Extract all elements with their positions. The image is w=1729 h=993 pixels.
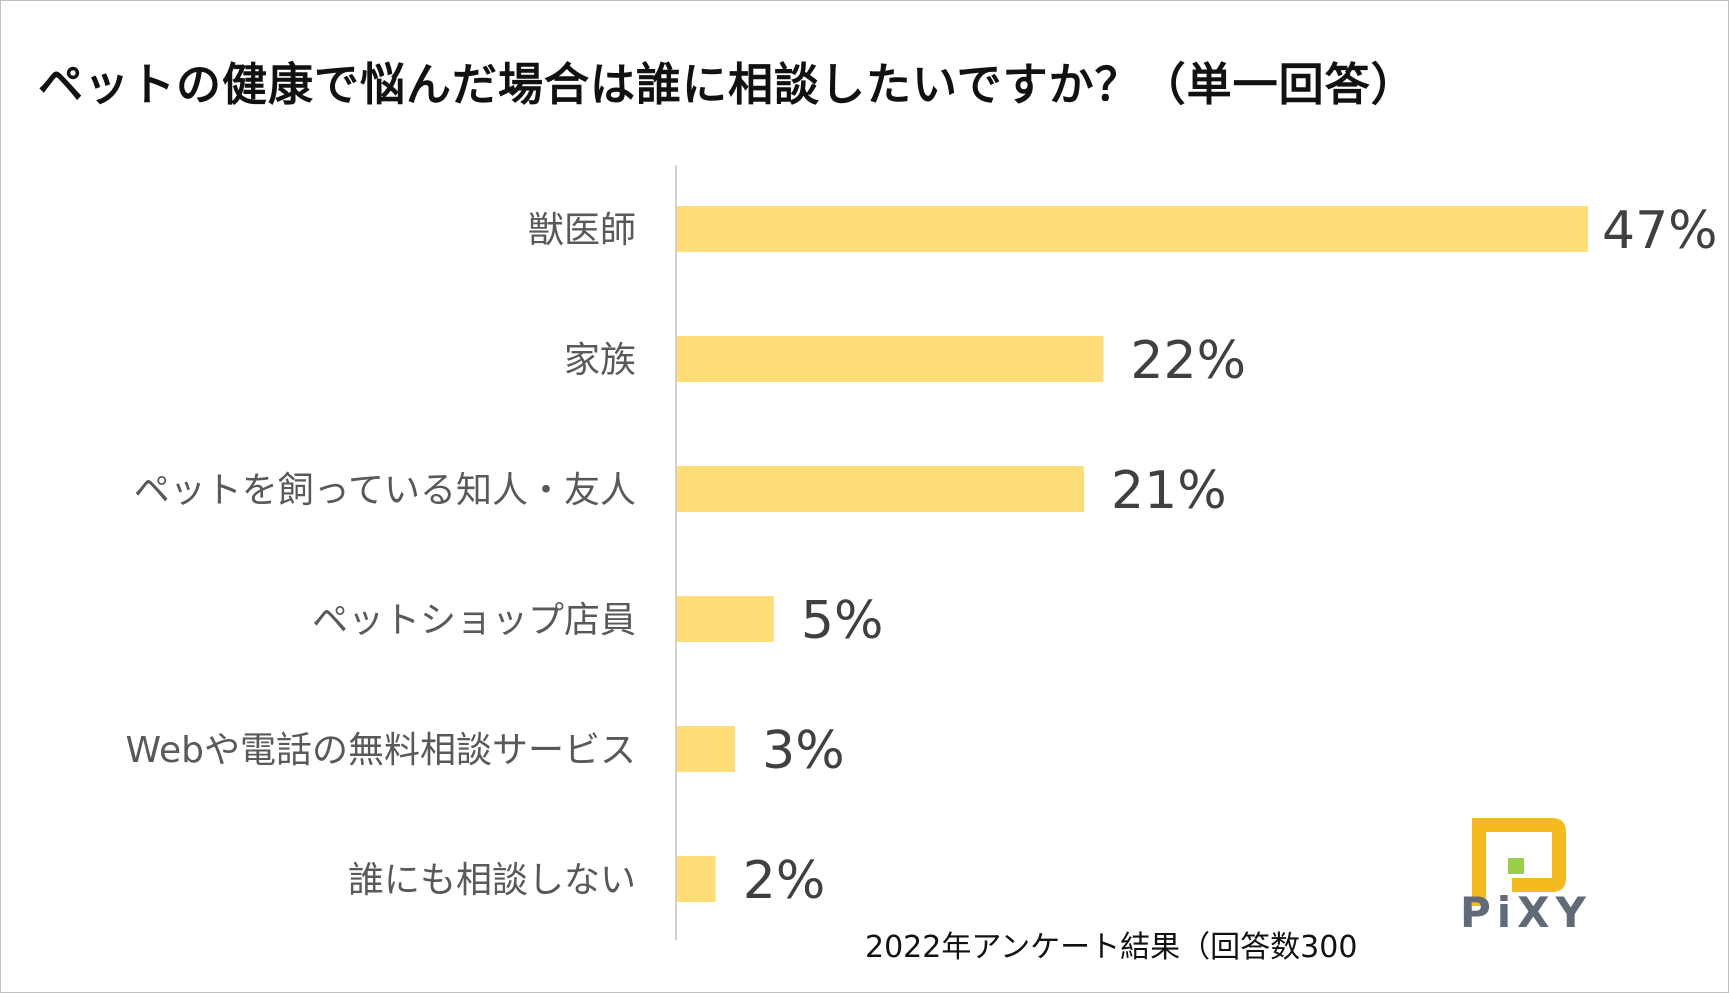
bar-4 (677, 596, 774, 642)
bar-2 (677, 336, 1104, 382)
bar-1 (677, 206, 1588, 252)
value-label-1: 47% (1602, 201, 1718, 261)
value-label-4: 5% (801, 591, 884, 651)
category-label-1: 獣医師 (528, 210, 636, 251)
chart-title: ペットの健康で悩んだ場合は誰に相談したいですか？（単一回答） (38, 58, 1417, 111)
bar-5 (677, 726, 736, 772)
pixy-logo-icon (1472, 818, 1566, 906)
category-label-6: 誰にも相談しない (348, 860, 636, 901)
value-label-2: 22% (1130, 331, 1246, 391)
value-label-5: 3% (762, 721, 845, 781)
logo-text: PiXY (1460, 888, 1592, 937)
category-label-3: ペットを飼っている知人・友人 (134, 470, 636, 511)
category-label-4: ペットショップ店員 (312, 600, 636, 641)
category-label-2: 家族 (564, 340, 636, 381)
footnote: 2022年アンケート結果（回答数300 (865, 930, 1358, 965)
category-label-5: Webや電話の無料相談サービス (126, 730, 637, 771)
value-label-3: 21% (1111, 461, 1227, 521)
bar-3 (677, 466, 1085, 512)
value-label-6: 2% (743, 851, 826, 911)
bar-6 (677, 856, 716, 902)
